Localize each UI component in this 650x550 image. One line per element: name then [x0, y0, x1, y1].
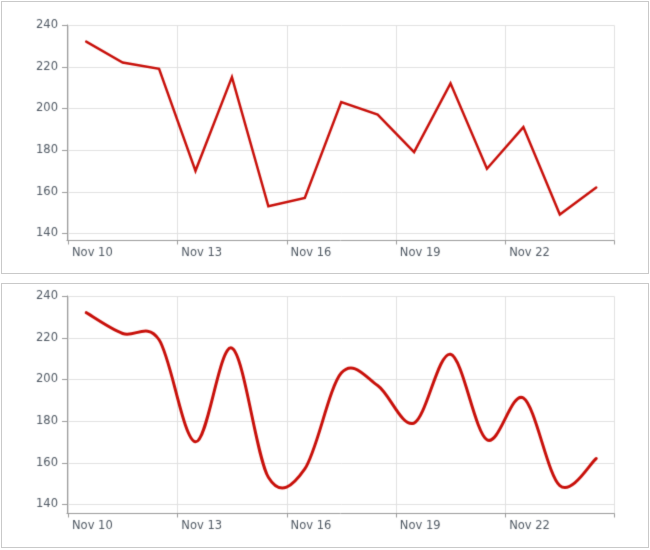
line-chart-panel	[1, 1, 649, 274]
spline-chart-panel	[1, 283, 649, 548]
spline-chart-canvas	[2, 284, 648, 547]
line-chart-canvas	[2, 2, 648, 273]
